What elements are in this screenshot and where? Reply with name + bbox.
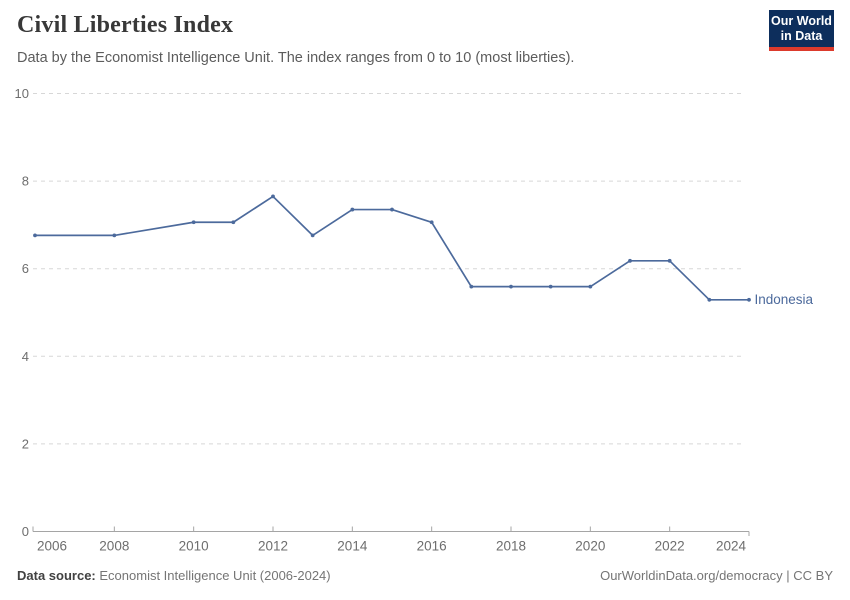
y-tick-label-2: 2 xyxy=(22,436,29,451)
chart-title: Civil Liberties Index xyxy=(17,12,234,38)
data-source-note: Data source: Economist Intelligence Unit… xyxy=(17,568,331,583)
owid-logo[interactable]: Our World in Data xyxy=(769,10,834,51)
x-tick-label-2008: 2008 xyxy=(99,539,129,554)
data-point-indonesia-2017[interactable] xyxy=(469,284,474,289)
data-point-indonesia-2024[interactable] xyxy=(747,297,751,302)
x-tick-label-2010: 2010 xyxy=(179,539,209,554)
data-point-indonesia-2019[interactable] xyxy=(548,284,553,289)
owid-logo-line2: in Data xyxy=(780,28,823,43)
x-tick-label-2016: 2016 xyxy=(417,539,447,554)
x-tick-label-2012: 2012 xyxy=(258,539,288,554)
data-point-indonesia-2015[interactable] xyxy=(390,207,394,212)
data-point-indonesia-2012[interactable] xyxy=(271,194,275,199)
data-source-label: Data source: xyxy=(17,568,96,583)
x-tick-label-2014: 2014 xyxy=(337,539,368,554)
y-tick-label-4: 4 xyxy=(22,349,29,364)
x-tick-label-2024: 2024 xyxy=(716,539,747,554)
attribution-link[interactable]: OurWorldinData.org/democracy xyxy=(600,568,783,583)
entity-label-indonesia[interactable]: Indonesia xyxy=(755,292,814,307)
data-point-indonesia-2013[interactable] xyxy=(310,233,315,238)
data-point-indonesia-2008[interactable] xyxy=(112,233,117,238)
data-point-indonesia-2014[interactable] xyxy=(350,207,355,212)
x-tick-label-2018: 2018 xyxy=(496,539,526,554)
data-point-indonesia-2023[interactable] xyxy=(707,297,712,302)
y-tick-label-8: 8 xyxy=(22,174,29,189)
attribution: OurWorldinData.org/democracy | CC BY xyxy=(600,568,833,583)
data-point-indonesia-2020[interactable] xyxy=(588,284,593,289)
owid-logo-line1: Our World xyxy=(771,13,832,28)
data-point-indonesia-2016[interactable] xyxy=(429,220,434,225)
x-tick-label-2006: 2006 xyxy=(37,539,67,554)
data-source-value: Economist Intelligence Unit (2006-2024) xyxy=(99,568,331,583)
data-point-indonesia-2010[interactable] xyxy=(191,220,196,225)
data-point-indonesia-2021[interactable] xyxy=(628,258,632,263)
attribution-license: | CC BY xyxy=(782,568,833,583)
data-point-indonesia-2011[interactable] xyxy=(231,220,236,225)
y-tick-label-0: 0 xyxy=(22,524,29,539)
data-point-indonesia-2022[interactable] xyxy=(667,258,672,263)
x-tick-label-2022: 2022 xyxy=(655,539,685,554)
chart-subtitle: Data by the Economist Intelligence Unit.… xyxy=(17,50,575,66)
x-tick-label-2020: 2020 xyxy=(575,539,605,554)
line-chart-canvas: 0 2 4 6 8 10 2006 2008 2010 2012 2014 2016 2018 2020 2… xyxy=(15,86,814,554)
series-line-indonesia[interactable] xyxy=(34,195,750,301)
y-tick-label-10: 10 xyxy=(15,86,29,101)
data-point-indonesia-2006[interactable] xyxy=(33,233,37,238)
data-point-indonesia-2018[interactable] xyxy=(509,284,513,289)
y-tick-label-6: 6 xyxy=(22,261,29,276)
